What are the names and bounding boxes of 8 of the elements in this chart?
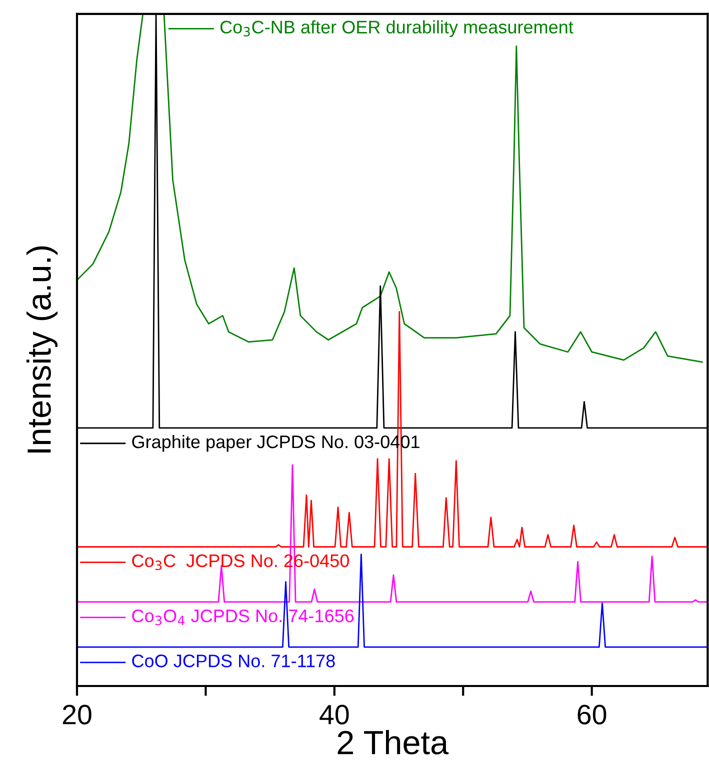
legend-label: Co$_{3}$C-NB after OER durability measurement [220, 20, 574, 38]
y-axis-title: Intensity (a.u.) [26, 246, 58, 452]
legend-label: Co$_{3}$O$_{4}$ JCPDS No. 74-1656 [132, 609, 354, 626]
x-tick-label: 60 [578, 704, 606, 724]
x-tick-label: 40 [320, 704, 349, 724]
x-axis-title: 2 Theta [338, 730, 449, 754]
legend-label: CoO JCPDS No. 71-1178 [132, 654, 335, 668]
x-tick-label: 20 [62, 704, 92, 724]
